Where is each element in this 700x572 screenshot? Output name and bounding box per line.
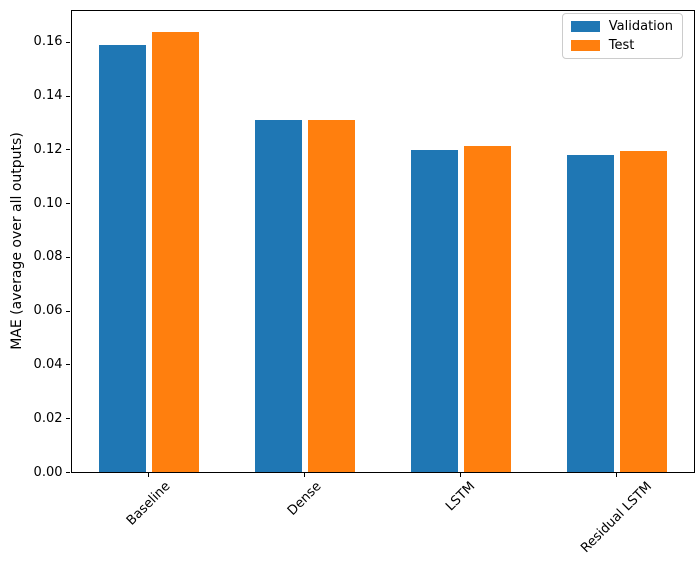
- x-tick-label: Baseline: [123, 478, 173, 529]
- legend-entry-validation: Validation: [570, 19, 673, 34]
- y-tick-mark: [66, 472, 70, 473]
- y-tick-mark: [66, 310, 70, 312]
- bar-test-residual-lstm: [619, 151, 667, 473]
- y-tick-mark: [66, 149, 70, 151]
- y-tick-mark: [66, 203, 70, 205]
- y-tick-label: 0.16: [33, 34, 63, 50]
- plot-area: [71, 10, 695, 473]
- x-tick-mark: [460, 472, 461, 477]
- y-tick-label: 0.14: [33, 88, 63, 104]
- y-tick-mark: [66, 418, 70, 420]
- bar-validation-baseline: [98, 45, 146, 473]
- bar-test-dense: [307, 120, 355, 473]
- y-tick-mark: [66, 364, 70, 366]
- bar-validation-residual-lstm: [566, 155, 614, 473]
- y-tick-mark: [66, 95, 70, 97]
- legend: Validation Test: [561, 13, 683, 59]
- legend-label-test: Test: [608, 38, 635, 53]
- bar-validation-dense: [254, 120, 302, 473]
- y-tick-mark: [66, 256, 70, 258]
- x-tick-mark: [616, 472, 617, 477]
- x-tick-mark: [148, 472, 149, 477]
- legend-swatch-validation-icon: [570, 21, 600, 32]
- x-tick-mark: [304, 472, 305, 477]
- bar-validation-lstm: [410, 149, 458, 473]
- bar-test-baseline: [151, 31, 199, 473]
- legend-entry-test: Test: [570, 38, 673, 53]
- legend-swatch-test-icon: [570, 40, 600, 51]
- y-tick-label: 0.12: [33, 141, 63, 157]
- legend-label-validation: Validation: [608, 19, 673, 34]
- y-tick-label: 0.04: [33, 356, 63, 372]
- bar-test-lstm: [463, 145, 511, 473]
- y-tick-label: 0.02: [33, 410, 63, 426]
- y-tick-mark: [66, 41, 70, 43]
- x-tick-label: LSTM: [442, 478, 478, 514]
- x-tick-label: Dense: [284, 478, 324, 519]
- y-tick-label: 0.08: [33, 249, 63, 265]
- x-tick-label: Residual LSTM: [577, 478, 655, 556]
- y-tick-label: 0.10: [33, 195, 63, 211]
- y-tick-label: 0.06: [33, 303, 63, 319]
- y-tick-label: 0.00: [33, 464, 63, 480]
